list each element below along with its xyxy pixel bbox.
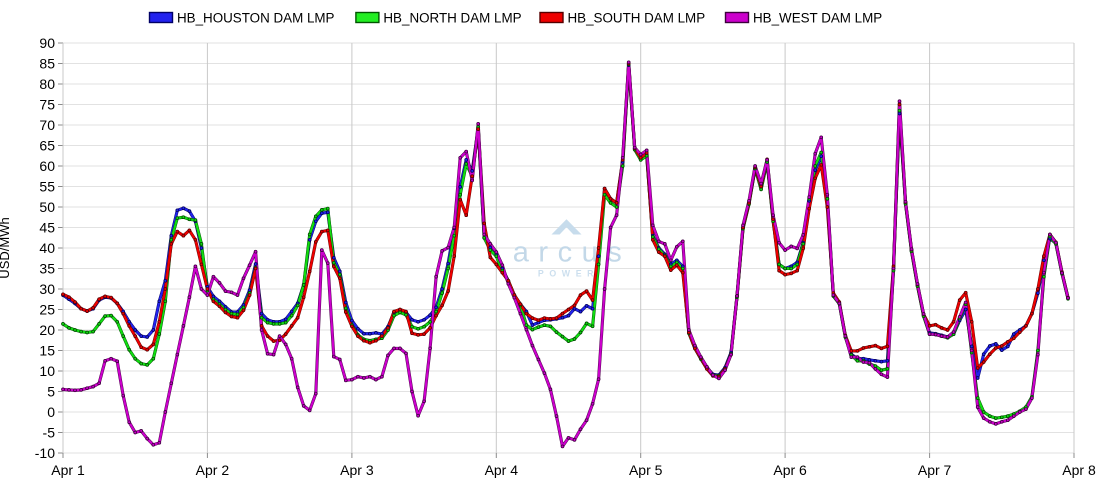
- svg-text:HB_SOUTH DAM LMP: HB_SOUTH DAM LMP: [568, 10, 706, 25]
- svg-text:30: 30: [39, 281, 55, 297]
- svg-text:80: 80: [39, 76, 55, 92]
- svg-text:75: 75: [39, 97, 55, 113]
- svg-text:45: 45: [39, 220, 55, 236]
- svg-text:Apr 6: Apr 6: [773, 462, 807, 478]
- svg-text:20: 20: [39, 322, 55, 338]
- svg-text:15: 15: [39, 343, 55, 359]
- svg-text:POWER: POWER: [538, 269, 599, 279]
- svg-text:55: 55: [39, 179, 55, 195]
- svg-text:0: 0: [47, 404, 55, 420]
- svg-text:-10: -10: [35, 445, 55, 461]
- svg-text:70: 70: [39, 117, 55, 133]
- svg-text:Apr 5: Apr 5: [629, 462, 663, 478]
- svg-text:65: 65: [39, 138, 55, 154]
- svg-text:Apr 1: Apr 1: [51, 462, 85, 478]
- svg-text:35: 35: [39, 261, 55, 277]
- svg-text:40: 40: [39, 240, 55, 256]
- svg-text:25: 25: [39, 302, 55, 318]
- svg-text:Apr 4: Apr 4: [485, 462, 519, 478]
- svg-text:50: 50: [39, 199, 55, 215]
- svg-text:60: 60: [39, 158, 55, 174]
- svg-text:Apr 7: Apr 7: [918, 462, 952, 478]
- svg-text:Apr 3: Apr 3: [340, 462, 374, 478]
- svg-text:-5: -5: [43, 425, 56, 441]
- svg-text:Apr 2: Apr 2: [196, 462, 230, 478]
- svg-text:90: 90: [39, 35, 55, 51]
- svg-text:10: 10: [39, 363, 55, 379]
- svg-text:85: 85: [39, 56, 55, 72]
- svg-text:HB_NORTH DAM LMP: HB_NORTH DAM LMP: [383, 10, 521, 25]
- svg-text:HB_HOUSTON DAM LMP: HB_HOUSTON DAM LMP: [177, 10, 335, 25]
- svg-text:HB_WEST DAM LMP: HB_WEST DAM LMP: [753, 10, 882, 25]
- svg-text:5: 5: [47, 384, 55, 400]
- svg-text:USD/MWh: USD/MWh: [0, 217, 12, 278]
- svg-text:arcus: arcus: [513, 237, 631, 269]
- svg-text:Apr 8: Apr 8: [1062, 462, 1096, 478]
